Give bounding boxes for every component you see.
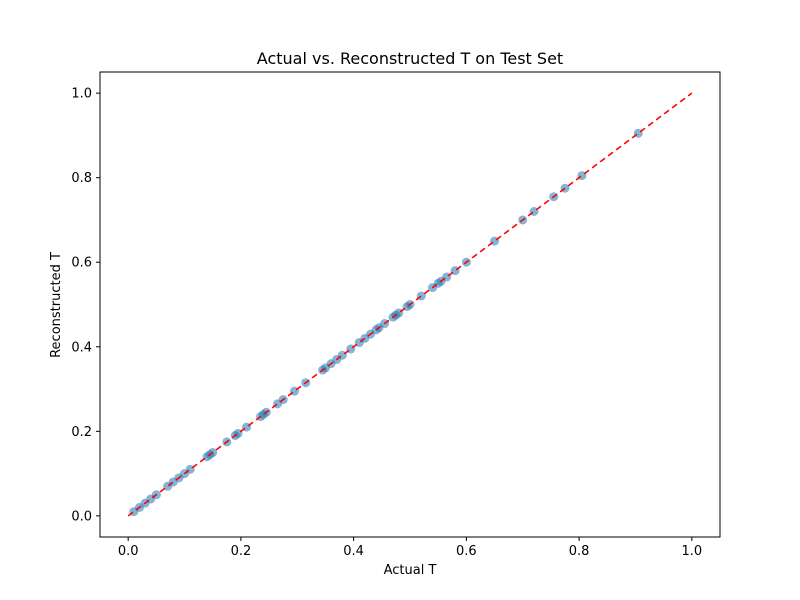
y-tick-label: 0.0 xyxy=(71,509,92,524)
x-tick-label: 1.0 xyxy=(681,544,702,559)
x-tick-label: 0.8 xyxy=(569,544,590,559)
y-tick-label: 0.8 xyxy=(71,171,92,186)
x-axis-label: Actual T xyxy=(384,563,437,578)
x-tick-label: 0.2 xyxy=(231,544,252,559)
plot-marks xyxy=(127,92,693,517)
identity-reference-line xyxy=(127,92,693,517)
x-axis: 0.0 0.2 0.4 0.6 0.8 1.0 xyxy=(118,537,702,559)
y-tick-label: 0.4 xyxy=(71,340,92,355)
y-tick-label: 0.2 xyxy=(71,425,92,440)
x-tick-label: 0.6 xyxy=(456,544,477,559)
y-tick-label: 1.0 xyxy=(71,87,92,102)
y-axis: 0.0 0.2 0.4 0.6 0.8 1.0 xyxy=(71,87,100,524)
y-tick-label: 0.6 xyxy=(71,256,92,271)
plot-frame xyxy=(99,71,721,538)
x-tick-label: 0.0 xyxy=(118,544,139,559)
y-axis-label: Reconstructed T xyxy=(49,252,64,358)
chart-title: Actual vs. Reconstructed T on Test Set xyxy=(257,49,563,68)
x-tick-label: 0.4 xyxy=(343,544,364,559)
